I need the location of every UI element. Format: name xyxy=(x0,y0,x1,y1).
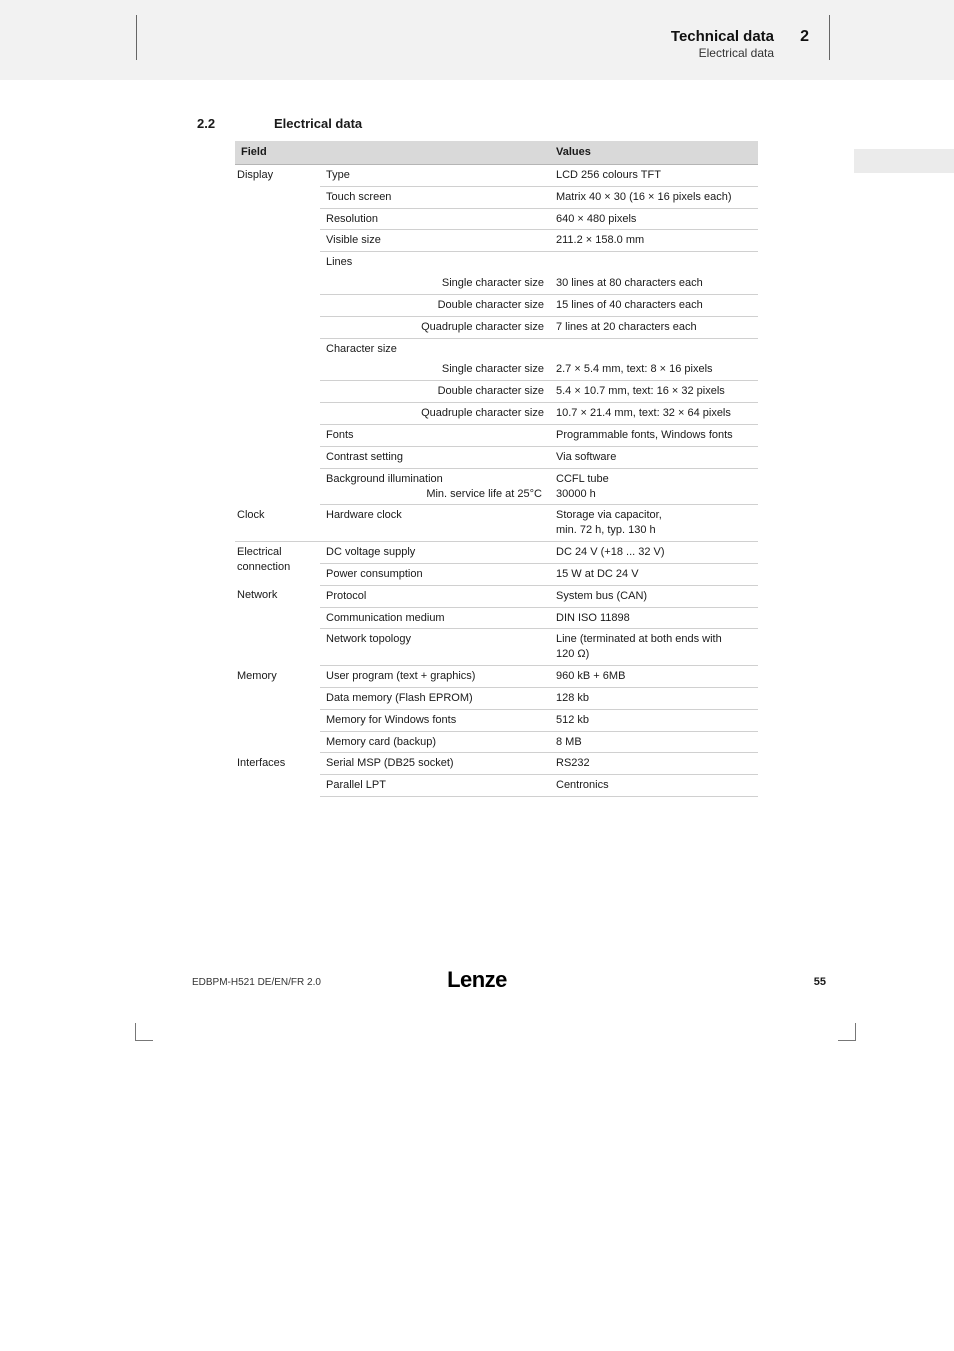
field-cell: User program (text + graphics) xyxy=(320,666,550,688)
value-cell: RS232 xyxy=(550,753,758,775)
side-tab xyxy=(854,149,954,173)
field-cell: Visible size xyxy=(320,230,550,252)
header-rule-left xyxy=(136,15,137,60)
crop-mark-br xyxy=(838,1023,856,1041)
table-row: Electrical connectionDC voltage supplyDC… xyxy=(235,542,758,564)
header-title: Technical data xyxy=(671,28,774,45)
value-cell: 30 lines at 80 characters each xyxy=(550,273,758,294)
value-cell: 7 lines at 20 characters each xyxy=(550,316,758,338)
field-cell: Lines xyxy=(320,252,550,273)
footer-doc-code: EDBPM-H521 DE/EN/FR 2.0 xyxy=(192,977,321,988)
category-cell: Network xyxy=(235,585,320,665)
footer-logo: Lenze xyxy=(447,967,507,993)
section-title: Electrical data xyxy=(274,116,362,131)
header-subtitle: Electrical data xyxy=(671,46,774,60)
value-cell: Programmable fonts, Windows fonts xyxy=(550,424,758,446)
category-cell: Interfaces xyxy=(235,753,320,797)
value-cell xyxy=(550,338,758,359)
field-cell: Power consumption xyxy=(320,563,550,585)
field-cell: Contrast setting xyxy=(320,446,550,468)
field-cell: Communication medium xyxy=(320,607,550,629)
col-field: Field xyxy=(235,141,550,164)
value-cell: 15 lines of 40 characters each xyxy=(550,294,758,316)
header-chapter-number: 2 xyxy=(800,28,809,46)
field-cell: Parallel LPT xyxy=(320,775,550,797)
value-cell: 15 W at DC 24 V xyxy=(550,563,758,585)
category-cell: Display xyxy=(235,164,320,505)
field-cell: Resolution xyxy=(320,208,550,230)
value-cell: 960 kB + 6MB xyxy=(550,666,758,688)
field-cell: Memory for Windows fonts xyxy=(320,709,550,731)
value-cell: Matrix 40 × 30 (16 × 16 pixels each) xyxy=(550,186,758,208)
table-row: ClockHardware clockStorage via capacitor… xyxy=(235,505,758,542)
crop-mark-bl xyxy=(135,1023,153,1041)
table-header-row: Field Values xyxy=(235,141,758,164)
category-cell: Electrical connection xyxy=(235,542,320,586)
table-row: InterfacesSerial MSP (DB25 socket)RS232 xyxy=(235,753,758,775)
value-cell: DIN ISO 11898 xyxy=(550,607,758,629)
field-cell: Data memory (Flash EPROM) xyxy=(320,687,550,709)
value-cell: 2.7 × 5.4 mm, text: 8 × 16 pixels xyxy=(550,359,758,380)
value-cell: 10.7 × 21.4 mm, text: 32 × 64 pixels xyxy=(550,403,758,425)
field-cell: Quadruple character size xyxy=(320,403,550,425)
value-cell: Centronics xyxy=(550,775,758,797)
value-cell: 512 kb xyxy=(550,709,758,731)
category-cell: Clock xyxy=(235,505,320,542)
field-cell: Single character size xyxy=(320,359,550,380)
value-cell: Line (terminated at both ends with120 Ω) xyxy=(550,629,758,666)
category-cell: Memory xyxy=(235,666,320,753)
col-values: Values xyxy=(550,141,758,164)
footer-page-number: 55 xyxy=(814,976,826,988)
table-row: MemoryUser program (text + graphics)960 … xyxy=(235,666,758,688)
header-title-block: Technical data Electrical data xyxy=(671,28,774,60)
field-cell: Touch screen xyxy=(320,186,550,208)
field-cell: Network topology xyxy=(320,629,550,666)
field-cell: Memory card (backup) xyxy=(320,731,550,753)
table-row: DisplayTypeLCD 256 colours TFT xyxy=(235,164,758,186)
field-cell: Fonts xyxy=(320,424,550,446)
field-cell: Single character size xyxy=(320,273,550,294)
value-cell: Via software xyxy=(550,446,758,468)
value-cell: 8 MB xyxy=(550,731,758,753)
value-cell: 640 × 480 pixels xyxy=(550,208,758,230)
spec-table: Field Values DisplayTypeLCD 256 colours … xyxy=(235,141,758,797)
field-cell: Hardware clock xyxy=(320,505,550,542)
field-cell: DC voltage supply xyxy=(320,542,550,564)
field-cell: Quadruple character size xyxy=(320,316,550,338)
field-cell: Serial MSP (DB25 socket) xyxy=(320,753,550,775)
value-cell: Storage via capacitor,min. 72 h, typ. 13… xyxy=(550,505,758,542)
field-cell: Double character size xyxy=(320,294,550,316)
field-cell: Type xyxy=(320,164,550,186)
value-cell: 5.4 × 10.7 mm, text: 16 × 32 pixels xyxy=(550,381,758,403)
header-bar: Technical data Electrical data 2 xyxy=(0,0,954,80)
section-number: 2.2 xyxy=(197,116,215,131)
value-cell: LCD 256 colours TFT xyxy=(550,164,758,186)
value-cell: 211.2 × 158.0 mm xyxy=(550,230,758,252)
value-cell: DC 24 V (+18 ... 32 V) xyxy=(550,542,758,564)
value-cell: CCFL tube30000 h xyxy=(550,468,758,505)
field-cell: Background illuminationMin. service life… xyxy=(320,468,550,505)
table-row: NetworkProtocolSystem bus (CAN) xyxy=(235,585,758,607)
value-cell xyxy=(550,252,758,273)
field-cell: Character size xyxy=(320,338,550,359)
value-cell: 128 kb xyxy=(550,687,758,709)
field-cell: Double character size xyxy=(320,381,550,403)
header-rule-right xyxy=(829,15,830,60)
value-cell: System bus (CAN) xyxy=(550,585,758,607)
field-cell: Protocol xyxy=(320,585,550,607)
